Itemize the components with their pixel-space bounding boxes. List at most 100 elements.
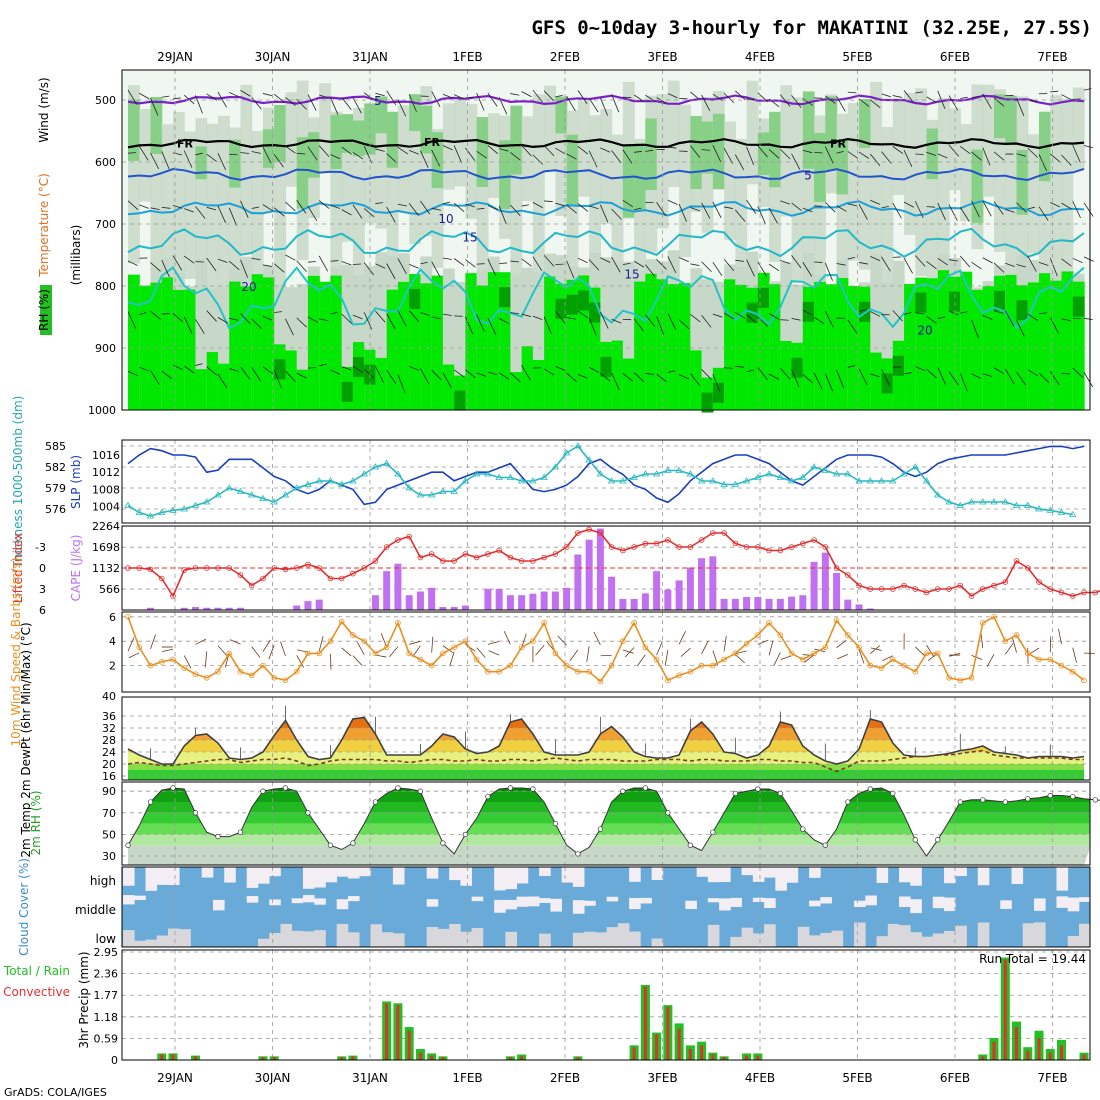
high-cloud-cell xyxy=(955,867,967,877)
rh-cell xyxy=(1061,271,1074,410)
high-cloud-cell xyxy=(707,867,720,883)
low-cloud-cell xyxy=(426,927,439,947)
rh-cell xyxy=(217,286,230,410)
wind-barb-10m xyxy=(280,641,286,657)
temp-tick: 20 xyxy=(102,758,116,771)
wind-barb xyxy=(206,310,217,322)
rh-band xyxy=(128,834,1090,846)
wind-barb xyxy=(881,256,891,272)
wind-barb xyxy=(701,149,711,151)
middle-cloud-cell xyxy=(246,896,259,903)
lifted-index-series-point xyxy=(406,533,412,540)
pressure-tick: 800 xyxy=(95,280,116,293)
wind-barb xyxy=(319,318,329,322)
pressure-tick: 500 xyxy=(95,94,116,107)
wind-barb-10m xyxy=(780,655,792,660)
lifted-index-series-point xyxy=(530,558,536,564)
wind-barb xyxy=(319,94,329,99)
precip-convective-bar xyxy=(1048,1052,1052,1060)
wind-barb-10m xyxy=(882,655,893,662)
wind-barb xyxy=(914,201,924,219)
rh2m-point xyxy=(935,837,941,843)
precip-convective-bar xyxy=(711,1054,715,1060)
high-cloud-cell xyxy=(809,867,821,878)
rh-cell xyxy=(701,392,714,413)
rh-cell xyxy=(1027,282,1040,410)
cape-bar xyxy=(585,539,593,610)
isotherm-label: 10 xyxy=(438,212,453,226)
wind-barb xyxy=(285,97,296,106)
rh-cell xyxy=(566,279,579,410)
wind-barb xyxy=(431,207,441,211)
cape-bar xyxy=(641,593,649,610)
wind-speed-series-point xyxy=(158,659,165,665)
wind-barb xyxy=(780,260,790,265)
rh-cell xyxy=(555,283,568,410)
wind-barb-10m xyxy=(1058,628,1062,645)
wind-barb xyxy=(409,149,419,155)
pressure-tick: 600 xyxy=(95,156,116,169)
wind-barb xyxy=(319,363,327,367)
wind-barb-10m xyxy=(802,654,814,657)
rh-cell xyxy=(634,281,646,410)
cape-tick: 566 xyxy=(99,583,120,596)
low-cloud-cell xyxy=(347,932,360,947)
wind-barb xyxy=(386,313,396,330)
rh-cell xyxy=(274,126,287,319)
precip-convective-bar xyxy=(722,1057,726,1060)
wind-barb xyxy=(273,263,285,273)
rh-cell xyxy=(499,140,511,210)
precip-convective-bar xyxy=(520,1056,524,1060)
wind-speed-series-point xyxy=(327,638,334,644)
thickness-series-point xyxy=(450,487,458,494)
high-cloud-cell xyxy=(741,867,754,876)
rh-cell xyxy=(229,127,242,322)
rh-cell xyxy=(724,121,736,240)
wind-barb xyxy=(420,261,428,265)
high-cloud-cell xyxy=(156,867,169,885)
thickness-series-point xyxy=(832,470,841,477)
rh-cell xyxy=(296,369,309,410)
cape-axis-label: CAPE (J/kg) xyxy=(69,535,83,602)
low-cloud-cell xyxy=(370,924,383,947)
rh-cell xyxy=(172,112,185,286)
thickness-axis-label: Thickness 1000-500mb (dm) xyxy=(11,396,25,570)
wind-barb xyxy=(813,316,825,325)
wind-barb xyxy=(375,148,385,152)
high-cloud-cell xyxy=(752,867,765,882)
cape-bar xyxy=(428,587,436,610)
wind-speed-series-point xyxy=(1013,632,1020,638)
cape-bar xyxy=(146,607,154,610)
precip-tick: 1.77 xyxy=(94,989,119,1002)
rh-cell xyxy=(1016,285,1029,410)
wind-barb-10m xyxy=(449,651,455,667)
cape-bar xyxy=(529,593,537,610)
rh-cell xyxy=(285,350,298,410)
rh2m-point xyxy=(575,851,581,857)
low-cloud-cell xyxy=(449,923,461,947)
li-tick: 6 xyxy=(39,604,46,617)
high-cloud-cell xyxy=(460,867,473,886)
rh-cell xyxy=(532,94,545,293)
low-cloud-cell xyxy=(257,938,270,947)
wind-speed-series-point xyxy=(575,668,581,675)
wind-barb xyxy=(453,202,465,213)
rh2m-point xyxy=(215,833,221,840)
wind-barb xyxy=(645,94,656,102)
rh2m-point xyxy=(485,793,491,800)
rh-cell xyxy=(454,390,467,411)
wind-barb xyxy=(847,151,859,159)
high-cloud-cell xyxy=(719,867,731,883)
rh2m-point xyxy=(147,799,154,805)
thickness-series-point xyxy=(1069,510,1077,517)
rh-cell xyxy=(240,286,253,410)
wind-barb xyxy=(465,147,476,161)
wind-speed-series-point xyxy=(428,662,435,669)
thickness-series-point xyxy=(416,491,425,498)
rh-cell xyxy=(184,289,197,410)
rh-cell xyxy=(589,287,601,410)
rh-cell xyxy=(645,118,658,191)
wind-barb xyxy=(1061,202,1072,210)
wind-barb xyxy=(476,314,485,332)
lifted-index-series-point xyxy=(541,554,547,561)
